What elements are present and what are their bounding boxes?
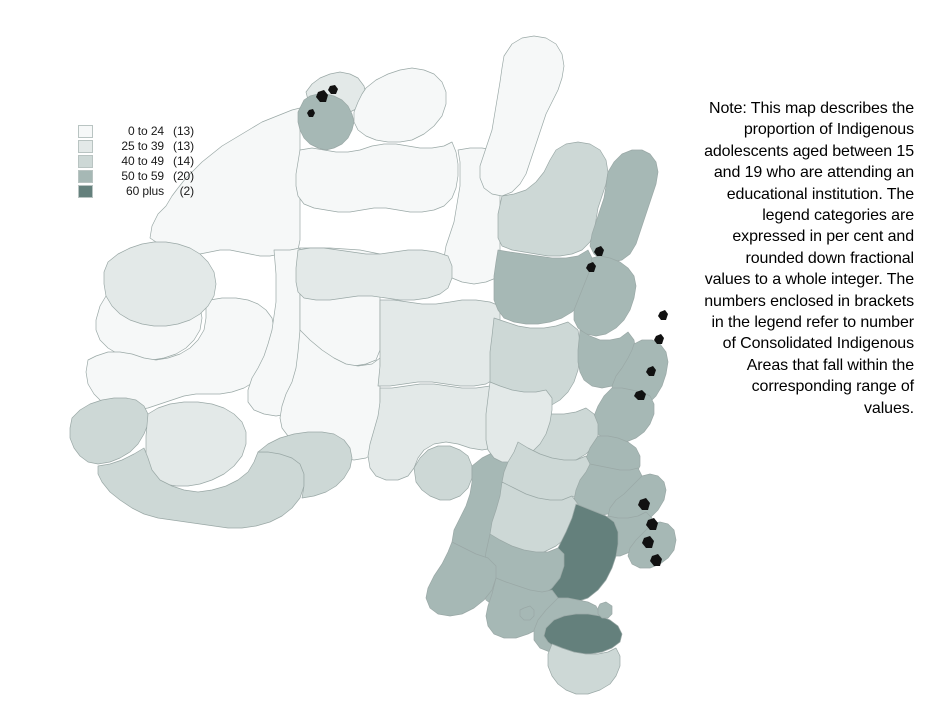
region-nt-katherine[interactable] [295,141,459,213]
legend-swatch-50-to-59 [78,170,93,183]
legend-row[interactable]: 25 to 39 (13) [78,139,194,154]
region-qld-cairns[interactable] [589,149,659,263]
region-wa-esperance[interactable] [257,431,353,499]
map-svg [69,35,677,695]
region-wa-kimberley[interactable] [149,107,301,257]
region-sa-adelaide[interactable] [413,445,473,501]
region-wa-wheatbelt[interactable] [145,401,247,487]
map-note-text: Note: This map describes the proportion … [704,100,914,417]
australia-choropleth-map [69,35,677,695]
region-qld-gulf[interactable] [497,141,609,257]
legend-label: 60 plus [126,184,164,198]
legend-row[interactable]: 60 plus (2) [78,184,194,199]
region-sa-eyre[interactable] [367,381,501,481]
region-tas-flinders[interactable] [597,601,613,619]
region-wa-perth[interactable] [69,397,149,465]
legend-label: 40 to 49 [121,154,164,168]
region-sa-far-north[interactable] [377,299,501,387]
legend-label: 0 to 24 [128,124,164,138]
region-nt-arnhem[interactable] [353,67,447,143]
coastal-detail-marks [307,85,668,566]
region-tas-south[interactable] [547,643,621,695]
legend-row[interactable]: 0 to 24 (13) [78,124,194,139]
choropleth-legend: 0 to 24 (13) 25 to 39 (13) 40 to 49 (14)… [78,124,194,199]
legend-swatch-0-to-24 [78,125,93,138]
region-nsw-far-west[interactable] [485,381,553,463]
legend-count: (2) [179,184,194,198]
legend-label: 50 to 59 [121,169,164,183]
region-nt-alice-springs[interactable] [295,247,453,301]
legend-count: (20) [173,169,194,183]
region-wa-gascoyne[interactable] [103,241,217,327]
legend-label: 25 to 39 [121,139,164,153]
legend-swatch-40-to-49 [78,155,93,168]
legend-count: (13) [173,139,194,153]
legend-count: (14) [173,154,194,168]
region-qld-cape-york[interactable] [479,35,565,197]
region-tas-kingisland[interactable] [519,605,535,621]
region-nsw-central-west[interactable] [489,481,579,559]
region-nt-daly[interactable] [297,93,355,151]
region-vic-mallee[interactable] [425,541,497,617]
legend-swatch-25-to-39 [78,140,93,153]
region-qld-townsville[interactable] [573,255,637,337]
legend-count: (13) [173,124,194,138]
legend-swatch-60-plus [78,185,93,198]
legend-row[interactable]: 50 to 59 (20) [78,169,194,184]
legend-row[interactable]: 40 to 49 (14) [78,154,194,169]
